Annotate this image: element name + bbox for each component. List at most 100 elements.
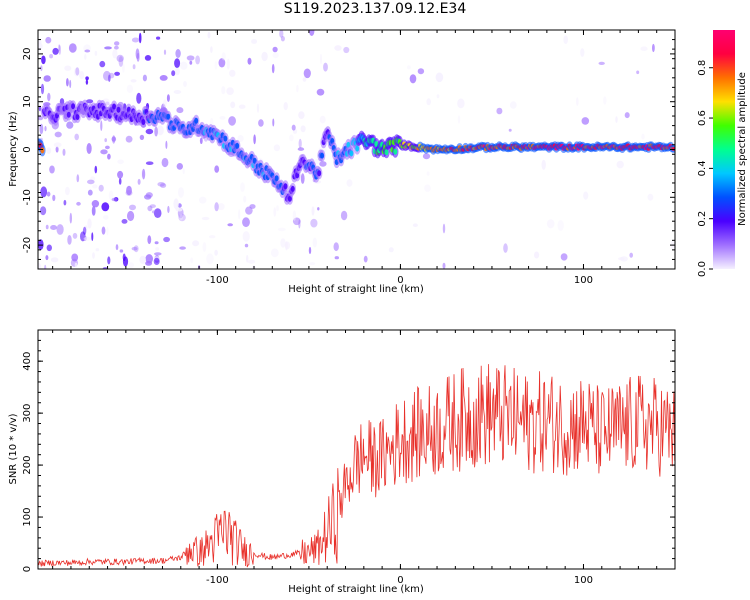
heatmap-noise-cell [114, 71, 120, 76]
heatmap-noise-cell [49, 165, 55, 174]
heatmap-noise-cell [209, 235, 216, 239]
heatmap-noise-cell [74, 262, 78, 268]
colorbar-label: Normalized spectral amplitude [737, 72, 748, 226]
heatmap-noise-cell [206, 253, 214, 265]
heatmap-noise-cell [136, 92, 142, 104]
heatmap-noise-cell [163, 99, 167, 108]
heatmap-noise-cell [104, 46, 112, 50]
heatmap-noise-cell [69, 212, 73, 224]
heatmap-noise-cell [300, 173, 305, 184]
heatmap-noise-cell [180, 61, 188, 70]
heatmap-ridge-cell [40, 147, 45, 154]
heatmap-noise-cell [219, 116, 226, 120]
x-tick-label: 100 [574, 275, 593, 286]
heatmap-noise-cell [165, 140, 168, 149]
top-y-axis-label: Frequency (Hz) [8, 111, 19, 187]
heatmap-noise-cell [106, 226, 109, 236]
heatmap-noise-cell [560, 253, 568, 261]
heatmap-noise-cell [160, 183, 167, 188]
heatmap-noise-cell [79, 71, 85, 80]
heatmap-ridge-cell [283, 183, 288, 190]
heatmap-noise-cell [132, 64, 136, 70]
heatmap-noise-cell [179, 213, 183, 221]
heatmap-noise-cell [183, 81, 187, 87]
heatmap-ridge-cell [223, 135, 228, 142]
heatmap-noise-cell [145, 192, 153, 198]
heatmap-noise-cell [319, 115, 326, 124]
heatmap-noise-cell [91, 206, 96, 216]
heatmap-noise-cell [243, 195, 247, 203]
heatmap-noise-cell [218, 58, 226, 68]
heatmap-ridge-cell [71, 103, 76, 110]
heatmap-noise-cell [312, 237, 317, 248]
heatmap-noise-cell [142, 168, 146, 180]
heatmap-noise-cell [76, 201, 81, 206]
heatmap-noise-cell [145, 261, 153, 266]
heatmap-noise-cell [112, 135, 116, 144]
heatmap-noise-cell [496, 107, 503, 115]
heatmap-noise-cell [136, 52, 140, 62]
y-tick-label: 20 [22, 48, 33, 61]
heatmap-noise-cell [107, 153, 111, 160]
heatmap-noise-cell [58, 44, 61, 52]
heatmap-noise-cell [73, 67, 80, 77]
heatmap-noise-cell [47, 92, 51, 102]
heatmap-ridge-cell [320, 152, 325, 159]
colorbar-tick-label: 0.4 [697, 160, 708, 176]
heatmap-noise-cell [245, 206, 253, 215]
heatmap-noise-cell [300, 125, 306, 133]
heatmap-noise-cell [100, 120, 103, 131]
heatmap-noise-cell [580, 48, 585, 57]
heatmap-ridge-cell [66, 111, 71, 118]
heatmap-noise-cell [291, 124, 296, 131]
heatmap-noise-cell [309, 262, 316, 266]
heatmap-noise-cell [119, 249, 124, 253]
heatmap-noise-cell [82, 226, 87, 235]
heatmap-noise-cell [242, 231, 250, 242]
heatmap-noise-cell [122, 63, 125, 73]
heatmap-noise-cell [217, 203, 225, 211]
heatmap-noise-cell [298, 111, 305, 119]
heatmap-noise-cell [640, 46, 648, 51]
heatmap-noise-cell [118, 56, 124, 67]
y-tick-label: 300 [22, 404, 33, 423]
heatmap-noise-cell [229, 69, 236, 77]
heatmap-noise-cell [63, 199, 67, 206]
heatmap-noise-cell [62, 148, 66, 156]
x-tick-label: 0 [397, 275, 403, 286]
heatmap-noise-cell [280, 238, 286, 248]
heatmap-noise-cell [66, 78, 69, 87]
heatmap-noise-cell [237, 135, 244, 142]
heatmap-noise-cell [138, 32, 142, 44]
heatmap-noise-cell [137, 178, 141, 185]
heatmap-noise-cell [38, 262, 42, 269]
heatmap-noise-cell [272, 118, 275, 127]
heatmap-noise-cell [244, 243, 249, 248]
heatmap-noise-cell [129, 204, 136, 211]
y-tick-label: 400 [22, 352, 33, 371]
heatmap-noise-cell [163, 236, 171, 243]
heatmap-noise-cell [289, 134, 294, 142]
heatmap-noise-cell [457, 115, 461, 124]
heatmap-noise-cell [56, 224, 64, 235]
heatmap-noise-cell [616, 160, 624, 169]
heatmap-noise-cell [317, 207, 320, 211]
heatmap-noise-cell [173, 198, 179, 210]
heatmap-ridge-cell [393, 148, 398, 155]
heatmap-noise-cell [343, 46, 350, 54]
heatmap-noise-cell [270, 248, 279, 258]
heatmap-noise-cell [55, 146, 59, 153]
heatmap-noise-cell [45, 36, 52, 44]
heatmap-noise-cell [40, 186, 48, 198]
heatmap-noise-cell [310, 218, 318, 228]
heatmap-noise-cell [175, 49, 181, 58]
heatmap-ridge-cell [75, 114, 80, 120]
heatmap-ridge-cell [384, 149, 389, 156]
heatmap-noise-cell [292, 217, 301, 226]
heatmap-noise-cell [44, 125, 47, 132]
heatmap-noise-cell [126, 185, 132, 196]
heatmap-noise-cell [87, 179, 95, 185]
heatmap-noise-cell [319, 161, 327, 167]
heatmap-noise-cell [116, 54, 124, 63]
heatmap-noise-cell [227, 223, 233, 227]
